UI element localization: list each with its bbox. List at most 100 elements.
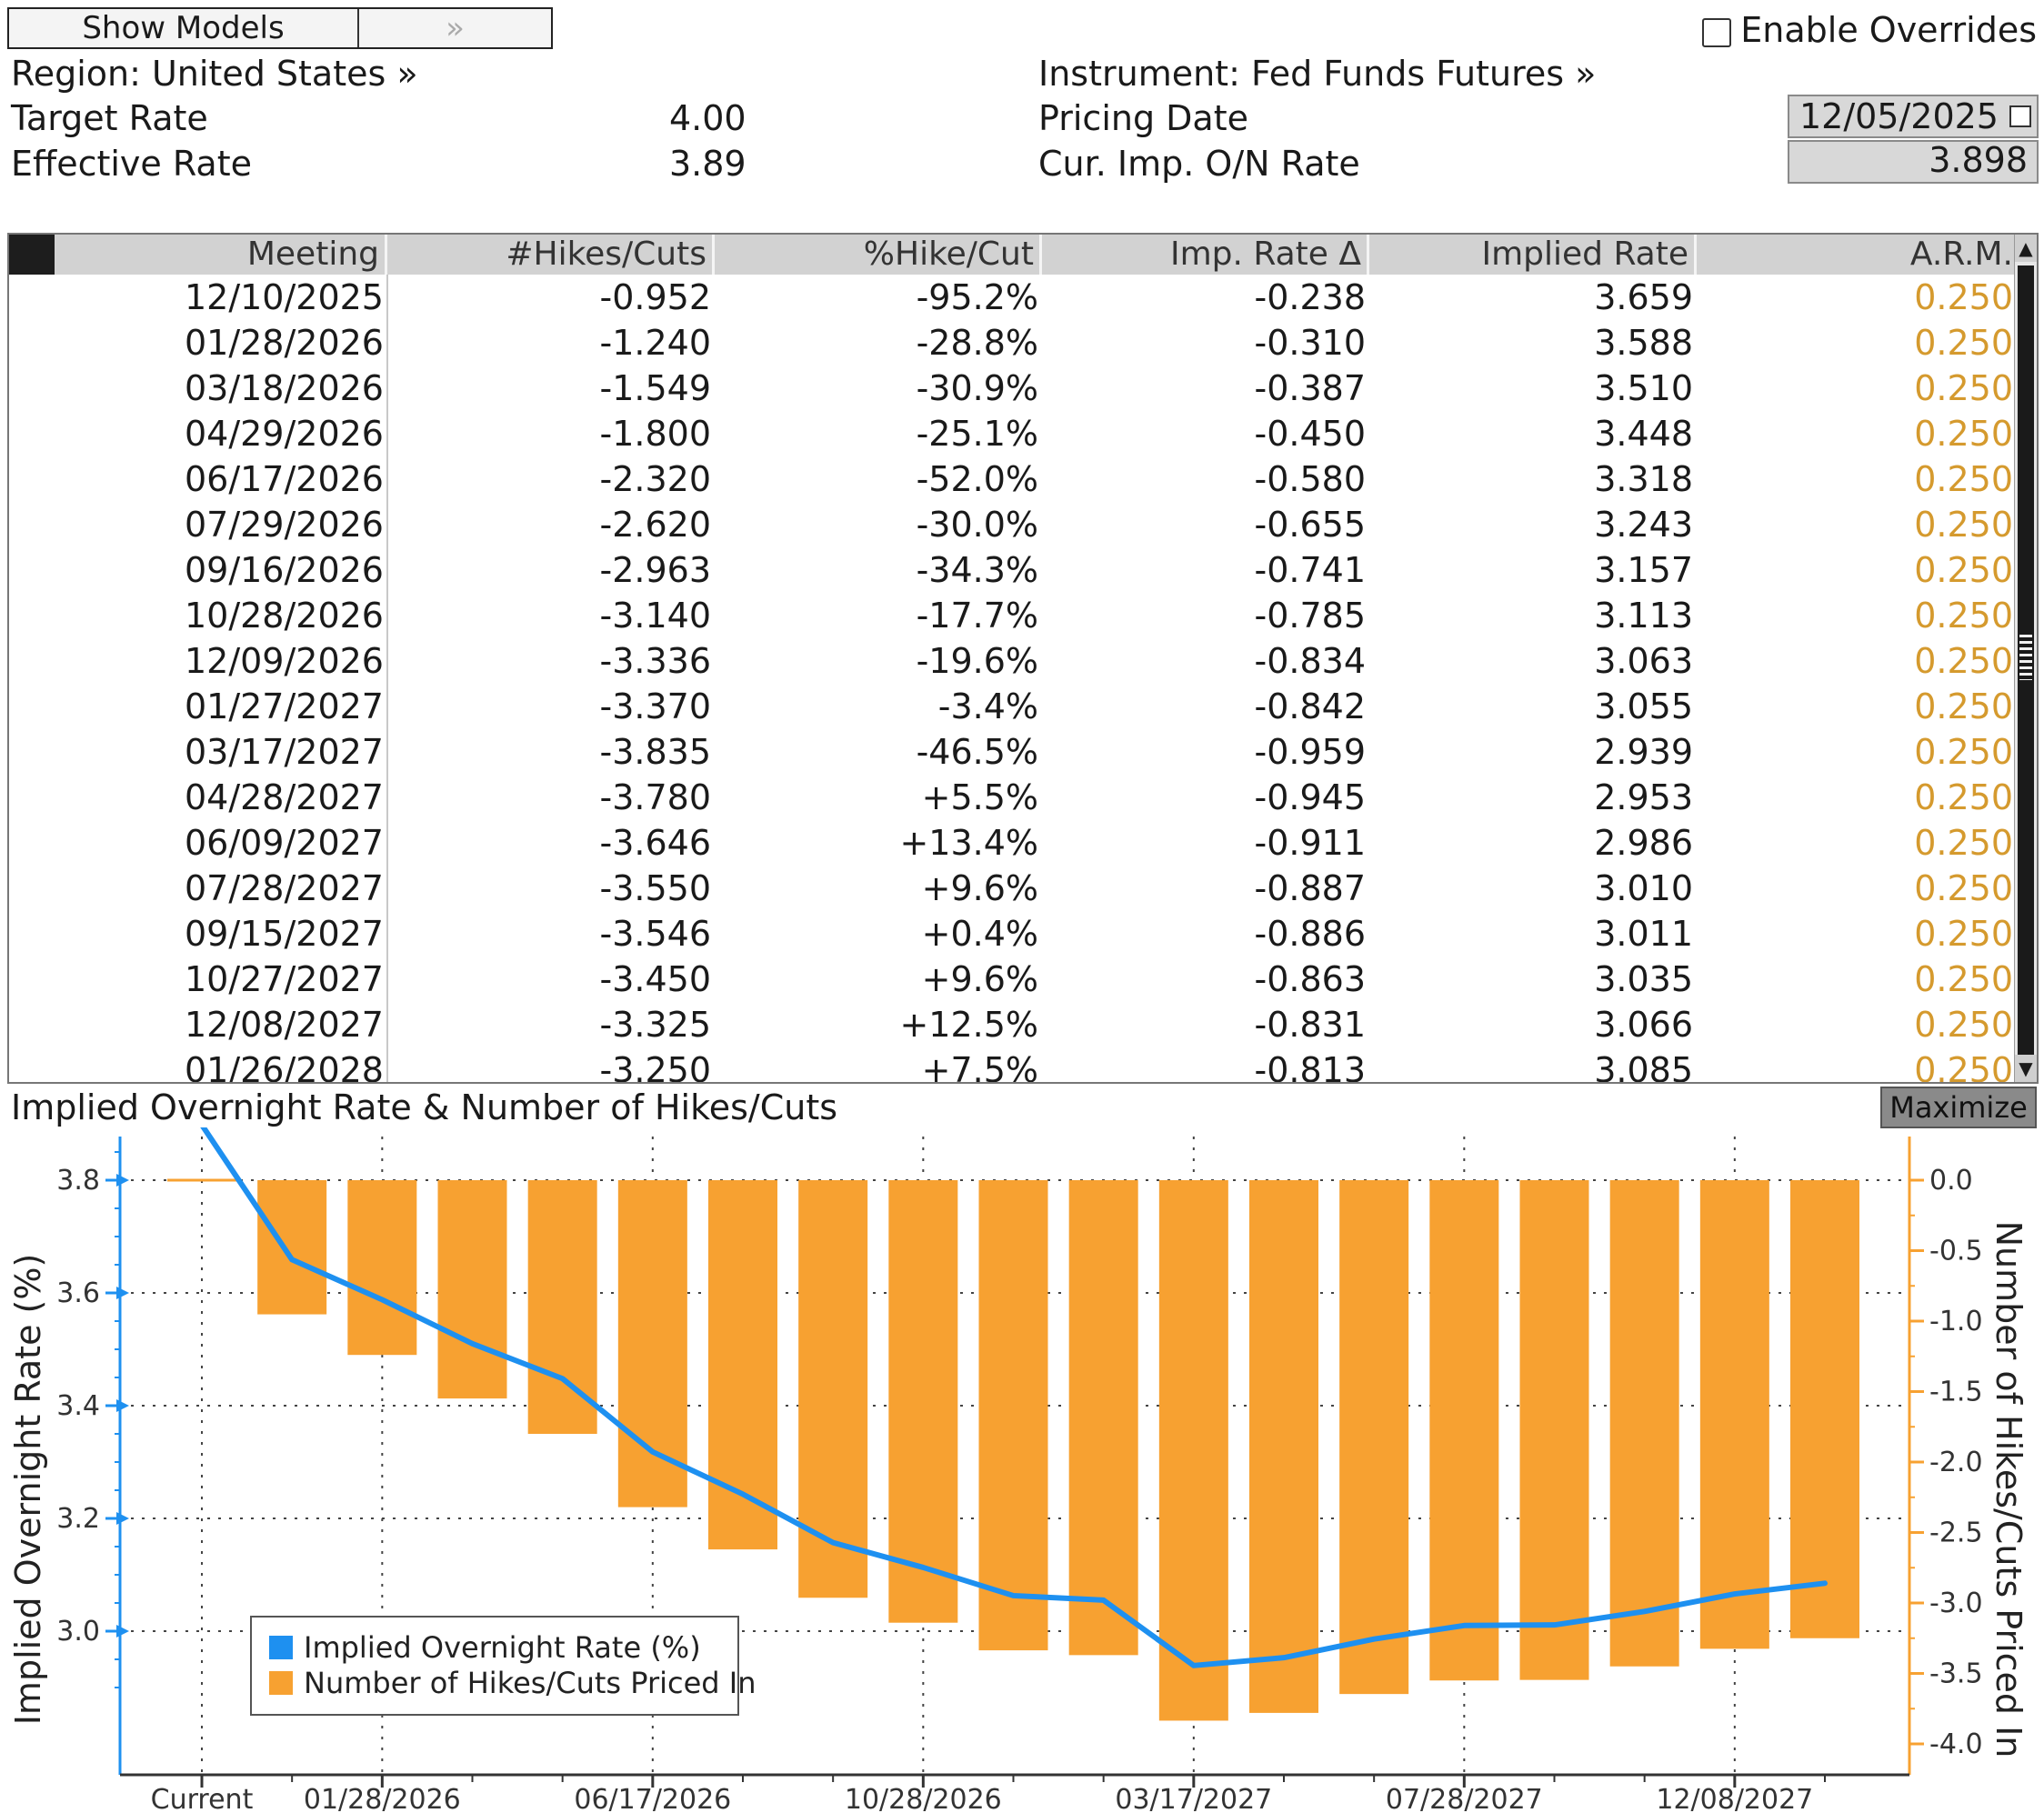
scroll-up-icon[interactable]: ▲: [2015, 235, 2037, 262]
arm-cell: 0.250: [1914, 550, 2013, 590]
meeting-cell: 12/08/2027: [184, 1005, 384, 1045]
left-tick-label: 3.2: [56, 1503, 100, 1535]
imp-rate-delta-cell: -0.834: [1254, 641, 1367, 681]
enable-overrides-toggle[interactable]: Enable Overrides: [1702, 9, 2037, 51]
table-row[interactable]: 04/29/2026 -1.800 -25.1% -0.450 3.448 0.250: [9, 411, 2013, 456]
arm-cell: 0.250: [1914, 414, 2013, 454]
col-implied-rate[interactable]: Implied Rate: [1369, 235, 1697, 275]
implied-rate-cell: 3.066: [1594, 1005, 1693, 1045]
right-tick-label: -3.0: [1929, 1588, 1983, 1619]
meeting-cell: 12/10/2025: [184, 277, 384, 317]
meeting-cell: 04/28/2027: [184, 777, 384, 817]
table-row[interactable]: 10/28/2026 -3.140 -17.7% -0.785 3.113 0.250: [9, 593, 2013, 638]
right-tick-label: 0.0: [1929, 1165, 1973, 1197]
arm-cell: 0.250: [1914, 823, 2013, 863]
imp-rate-delta-cell: -0.863: [1254, 959, 1367, 999]
bar: [1790, 1180, 1859, 1638]
pct-hike-cut-cell: -25.1%: [916, 414, 1038, 454]
table-row[interactable]: 09/16/2026 -2.963 -34.3% -0.741 3.157 0.250: [9, 547, 2013, 593]
table-row[interactable]: 07/29/2026 -2.620 -30.0% -0.655 3.243 0.250: [9, 502, 2013, 547]
bar: [1249, 1180, 1318, 1713]
table-row[interactable]: 04/28/2027 -3.780 +5.5% -0.945 2.953 0.250: [9, 775, 2013, 820]
bar: [437, 1180, 507, 1399]
col-meeting[interactable]: Meeting: [55, 235, 387, 275]
table-row[interactable]: 06/17/2026 -2.320 -52.0% -0.580 3.318 0.250: [9, 456, 2013, 502]
enable-overrides-label: Enable Overrides: [1740, 10, 2037, 50]
maximize-button[interactable]: Maximize: [1880, 1087, 2037, 1128]
table-row[interactable]: 07/28/2027 -3.550 +9.6% -0.887 3.010 0.250: [9, 866, 2013, 911]
table-scrollbar[interactable]: ▲ ▼: [2014, 235, 2037, 1082]
arm-cell: 0.250: [1914, 959, 2013, 999]
instrument-selector[interactable]: Instrument: Fed Funds Futures »: [1038, 54, 1597, 94]
col-arm[interactable]: A.R.M.: [1909, 235, 2013, 273]
pct-hike-cut-cell: -30.9%: [916, 368, 1038, 408]
table-row[interactable]: 09/15/2027 -3.546 +0.4% -0.886 3.011 0.250: [9, 911, 2013, 957]
table-row[interactable]: 10/27/2027 -3.450 +9.6% -0.863 3.035 0.250: [9, 957, 2013, 1002]
imp-rate-delta-cell: -0.450: [1254, 414, 1367, 454]
implied-rate-cell: 3.659: [1594, 277, 1693, 317]
pct-hike-cut-cell: +12.5%: [899, 1005, 1038, 1045]
bar: [1068, 1180, 1138, 1656]
meeting-cell: 07/29/2026: [184, 505, 384, 545]
arm-cell: 0.250: [1914, 1005, 2013, 1045]
arm-cell: 0.250: [1914, 596, 2013, 636]
calendar-icon[interactable]: [2009, 105, 2031, 127]
implied-rate-cell: 3.063: [1594, 641, 1693, 681]
table-body: 12/10/2025 -0.952 -95.2% -0.238 3.659 0.250 01…: [9, 275, 2013, 1082]
table-row[interactable]: 01/27/2027 -3.370 -3.4% -0.842 3.055 0.250: [9, 684, 2013, 729]
table-row[interactable]: 06/09/2027 -3.646 +13.4% -0.911 2.986 0.250: [9, 820, 2013, 866]
show-models-label: Show Models: [9, 9, 359, 47]
implied-rate-line: [200, 1127, 1828, 1668]
legend-rate-label: Implied Overnight Rate (%): [304, 1630, 701, 1665]
bar: [1339, 1180, 1409, 1695]
meeting-cell: 01/28/2026: [184, 323, 384, 363]
left-tick-label: 3.4: [56, 1390, 100, 1422]
meeting-cell: 07/28/2027: [184, 868, 384, 908]
implied-rate-cell: 3.011: [1594, 914, 1693, 954]
implied-rate-cell: 3.035: [1594, 959, 1693, 999]
pct-hike-cut-cell: -46.5%: [916, 732, 1038, 772]
effective-rate-label: Effective Rate: [11, 144, 252, 184]
table-row[interactable]: 03/17/2027 -3.835 -46.5% -0.959 2.939 0.250: [9, 729, 2013, 775]
right-tick-label: -1.5: [1929, 1377, 1983, 1408]
bar: [978, 1180, 1048, 1651]
show-models-arrow-icon[interactable]: »: [446, 10, 465, 46]
table-row[interactable]: 12/08/2027 -3.325 +12.5% -0.831 3.066 0.250: [9, 1002, 2013, 1047]
col-hikes-cuts[interactable]: #Hikes/Cuts: [387, 235, 715, 275]
implied-rate-cell: 2.953: [1594, 777, 1693, 817]
left-axis-title: Implied Overnight Rate (%): [8, 1254, 48, 1726]
meeting-cell: 09/16/2026: [184, 550, 384, 590]
table-row[interactable]: 01/28/2026 -1.240 -28.8% -0.310 3.588 0.250: [9, 320, 2013, 366]
imp-rate-delta-cell: -0.387: [1254, 368, 1367, 408]
right-tick-label: -3.5: [1929, 1658, 1983, 1690]
right-tick-label: -4.0: [1929, 1728, 1983, 1760]
region-selector[interactable]: Region: United States »: [11, 54, 418, 94]
hikes-cuts-cell: -1.240: [599, 323, 712, 363]
table-row[interactable]: 03/18/2026 -1.549 -30.9% -0.387 3.510 0.250: [9, 366, 2013, 411]
scroll-down-icon[interactable]: ▼: [2015, 1055, 2037, 1082]
col-pct-hike-cut[interactable]: %Hike/Cut: [715, 235, 1042, 275]
checkbox-icon[interactable]: [1702, 17, 1732, 47]
hikes-cuts-cell: -3.546: [599, 914, 712, 954]
table-row[interactable]: 01/26/2028 -3.250 +7.5% -0.813 3.085 0.250: [9, 1047, 2013, 1084]
pricing-date-label: Pricing Date: [1038, 98, 1248, 138]
right-tick-label: -2.5: [1929, 1518, 1983, 1549]
meetings-table: Meeting #Hikes/Cuts %Hike/Cut Imp. Rate …: [7, 233, 2039, 1084]
meeting-cell: 10/27/2027: [184, 959, 384, 999]
arm-cell: 0.250: [1914, 277, 2013, 317]
pricing-date-input[interactable]: 12/05/2025: [1788, 95, 2039, 138]
table-row[interactable]: 12/09/2026 -3.336 -19.6% -0.834 3.063 0.250: [9, 638, 2013, 684]
implied-rate-cell: 3.510: [1594, 368, 1693, 408]
arm-cell: 0.250: [1914, 459, 2013, 499]
table-row[interactable]: 12/10/2025 -0.952 -95.2% -0.238 3.659 0.250: [9, 275, 2013, 320]
pct-hike-cut-cell: -19.6%: [916, 641, 1038, 681]
left-tick-label: 3.8: [56, 1165, 100, 1197]
col-imp-rate-delta[interactable]: Imp. Rate Δ: [1042, 235, 1369, 275]
arm-cell: 0.250: [1914, 1050, 2013, 1084]
table-header: Meeting #Hikes/Cuts %Hike/Cut Imp. Rate …: [9, 235, 2037, 275]
meeting-cell: 12/09/2026: [184, 641, 384, 681]
left-tick-label: 3.6: [56, 1277, 100, 1309]
show-models-button[interactable]: Show Models »: [7, 7, 553, 49]
hikes-cuts-cell: -3.646: [599, 823, 712, 863]
hikes-cuts-cell: -3.780: [599, 777, 712, 817]
